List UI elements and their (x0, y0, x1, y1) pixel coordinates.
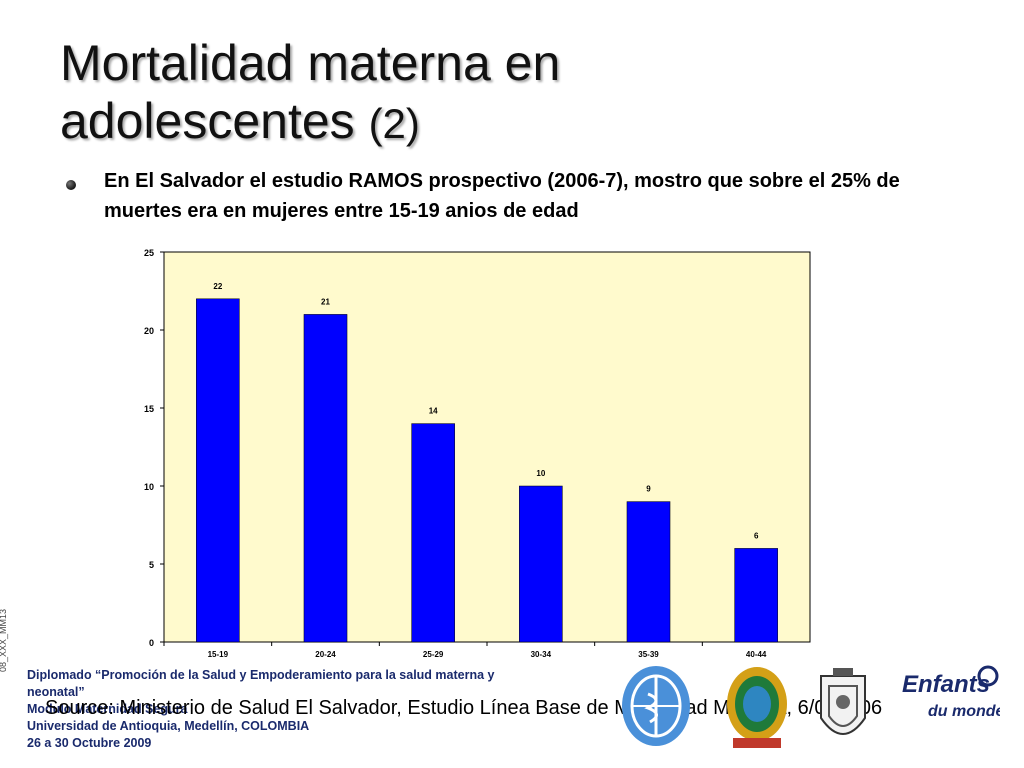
bar (303, 314, 348, 643)
x-tick-label: 30-34 (531, 650, 552, 659)
title-suffix: (2) (368, 100, 420, 147)
y-tick-label: 25 (144, 248, 154, 258)
y-tick-label: 10 (144, 482, 154, 492)
bullet-item: En El Salvador el estudio RAMOS prospect… (66, 166, 966, 226)
data-label: 10 (536, 469, 545, 478)
plot-area (163, 251, 811, 643)
who-logo (622, 666, 690, 746)
footer-line-1: Diplomado “Promoción de la Salud y Empod… (27, 668, 495, 682)
y-tick-label: 0 (149, 638, 154, 648)
svg-text:Enfants: Enfants (902, 671, 990, 698)
footer-line-3: Modulo Maternidad Segura (27, 702, 188, 716)
data-label: 6 (754, 531, 759, 540)
data-label: 14 (429, 407, 438, 416)
svg-text:du monde: du monde (928, 703, 1000, 720)
x-tick-label: 20-24 (315, 650, 336, 659)
y-tick-label: 15 (144, 404, 154, 414)
bullet-text: En El Salvador el estudio RAMOS prospect… (104, 170, 900, 222)
university-crest (820, 668, 866, 735)
y-tick-label: 20 (144, 326, 154, 336)
title-main: Mortalidad materna en adolescentes (60, 35, 561, 149)
footer-line-4: Universidad de Antioquia, Medellín, COLO… (27, 719, 310, 733)
slide-title: Mortalidad materna en adolescentes (2) (60, 34, 760, 153)
bullet-icon (66, 180, 76, 190)
bar (519, 485, 563, 643)
x-tick-label: 15-19 (208, 650, 229, 659)
bar (626, 501, 671, 643)
footer: Diplomado “Promoción de la Salud y Empod… (27, 667, 587, 752)
x-tick-label: 35-39 (638, 650, 659, 659)
footer-line-5: 26 a 30 Octubre 2009 (27, 736, 152, 750)
data-label: 22 (213, 282, 222, 291)
slide-id: 08_XXX_MM13 (0, 608, 8, 672)
data-label: 21 (321, 297, 330, 306)
x-tick-label: 40-44 (746, 650, 767, 659)
enfants-du-monde-logo: Enfants du monde (902, 665, 1000, 720)
bar-chart: 0 5 10 15 20 25 22 15-19 21 20-24 14 25-29 10 30-34 9 3… (144, 248, 811, 659)
bar (411, 423, 455, 643)
data-label: 9 (646, 485, 651, 494)
x-tick-label: 25-29 (423, 650, 444, 659)
bar (734, 548, 778, 643)
y-tick-label: 5 (149, 560, 154, 570)
bar (196, 298, 240, 643)
footer-line-2: neonatal” (27, 685, 85, 699)
seal-logo (727, 667, 787, 748)
